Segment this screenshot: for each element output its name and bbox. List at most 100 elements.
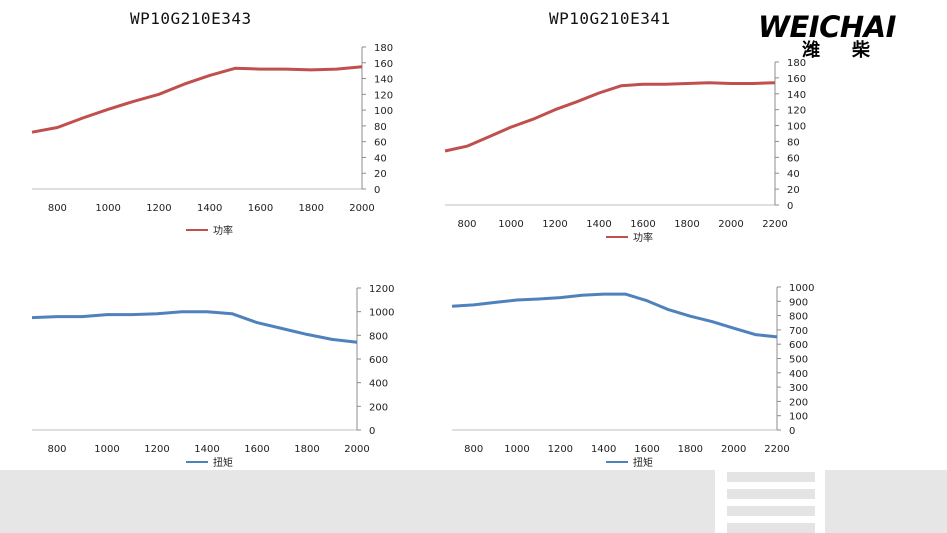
torque-left-y-tick-label: 400: [369, 379, 388, 390]
torque-right-data-point: [712, 321, 713, 322]
torque-right-x-tick-label: 800: [464, 444, 483, 455]
footer-stripe: [727, 472, 815, 482]
torque-left-data-point: [257, 322, 258, 323]
power-right-x-tick-label: 1600: [630, 219, 655, 230]
power-right-x-tick-label: 2200: [762, 219, 787, 230]
footer-stripe: [727, 489, 815, 499]
logo-brand-cn-1: 潍: [802, 40, 820, 61]
power-left-data-point: [158, 94, 159, 95]
power-left-x-tick-label: 1400: [197, 203, 222, 214]
logo-brand-text: WEICHAI: [758, 10, 896, 44]
power-left-data-point: [209, 75, 210, 76]
power-left-y-tick-label: 100: [374, 106, 393, 117]
torque-right-y-tick-label: 300: [789, 383, 808, 394]
power-right-y-tick-label: 0: [787, 201, 793, 212]
torque-left-data-point: [182, 311, 183, 312]
power-right-y-tick-label: 60: [787, 153, 800, 164]
torque-left-y-tick-label: 200: [369, 402, 388, 413]
torque-left-x-tick-label: 2000: [344, 444, 369, 455]
torque-right-y-tick-label: 200: [789, 397, 808, 408]
logo-brand-cn-2: 柴: [852, 40, 870, 61]
torque-right-x-tick-label: 2200: [764, 444, 789, 455]
weichai-logo: WEICHAI 潍 柴: [758, 10, 933, 61]
power-left-x-tick-label: 1200: [146, 203, 171, 214]
power-right-x-tick-label: 1800: [674, 219, 699, 230]
torque-right-data-point: [495, 302, 496, 303]
power-right-data-point: [599, 92, 600, 93]
chart-title-right: WP10G210E341: [549, 9, 671, 28]
torque-right-data-point: [452, 306, 453, 307]
power-right-y-tick-label: 180: [787, 58, 806, 69]
torque-left-legend-label: 扭矩: [213, 456, 233, 469]
torque-right-data-point: [755, 334, 756, 335]
torque-left-data-point: [57, 316, 58, 317]
torque-right-y-tick-label: 1000: [789, 283, 814, 294]
power-left-legend-label: 功率: [213, 224, 233, 237]
power-right-x-tick-label: 2000: [718, 219, 743, 230]
power-left-data-point: [311, 69, 312, 70]
torque-right-data-point: [625, 294, 626, 295]
power-left-y-tick-label: 180: [374, 43, 393, 54]
torque-left-data-point: [32, 317, 33, 318]
torque-right-data-point: [538, 299, 539, 300]
power-left-y-tick-label: 80: [374, 122, 387, 133]
torque-left-series-line: [31, 310, 358, 344]
torque-right-y-tick-label: 700: [789, 326, 808, 337]
torque-right-x-tick-label: 2000: [721, 444, 746, 455]
power-left-y-tick-label: 160: [374, 59, 393, 70]
power-right-y-tick-label: 40: [787, 169, 800, 180]
power-right-data-point: [489, 136, 490, 137]
power-left-data-point: [362, 66, 363, 67]
power-left-x-tick-label: 1600: [248, 203, 273, 214]
power-right-data-point: [621, 85, 622, 86]
power-left-data-point: [133, 101, 134, 102]
power-right-data-point: [533, 119, 534, 120]
power-right-y-tick-label: 20: [787, 185, 800, 196]
power-right-x-tick-label: 1200: [542, 219, 567, 230]
power-right-data-point: [511, 127, 512, 128]
torque-left-data-point: [207, 311, 208, 312]
power-right-data-point: [709, 82, 710, 83]
power-left-y-tick-label: 40: [374, 153, 387, 164]
torque-left-x-tick-label: 1600: [244, 444, 269, 455]
torque-left-y-tick-label: 800: [369, 331, 388, 342]
power-right-y-tick-label: 100: [787, 122, 806, 133]
chart-title-left: WP10G210E343: [130, 9, 252, 28]
power-right-data-point: [665, 84, 666, 85]
torque-left-data-point: [307, 334, 308, 335]
power-left-x-tick-label: 800: [48, 203, 67, 214]
torque-left-x-tick-label: 1400: [194, 444, 219, 455]
torque-left-x-tick-label: 800: [47, 444, 66, 455]
torque-left-data-point: [157, 313, 158, 314]
power-left-y-tick-label: 140: [374, 75, 393, 86]
torque-right-y-tick-label: 400: [789, 369, 808, 380]
power-right-x-tick-label: 800: [457, 219, 476, 230]
torque-right-x-tick-label: 1400: [591, 444, 616, 455]
torque-right-x-tick-label: 1800: [678, 444, 703, 455]
torque-left-data-point: [132, 314, 133, 315]
torque-left-y-tick-label: 1000: [369, 308, 394, 319]
torque-left-x-tick-label: 1200: [144, 444, 169, 455]
torque-right-x-tick-label: 1600: [634, 444, 659, 455]
torque-right-data-point: [733, 328, 734, 329]
power-right-data-point: [467, 146, 468, 147]
power-left-data-point: [32, 132, 33, 133]
power-right-y-tick-label: 80: [787, 137, 800, 148]
power-right-data-point: [775, 82, 776, 83]
torque-right-data-point: [647, 300, 648, 301]
torque-left-data-point: [82, 316, 83, 317]
torque-right-data-point: [582, 295, 583, 296]
torque-left-y-tick-label: 600: [369, 355, 388, 366]
power-left-x-tick-label: 2000: [349, 203, 374, 214]
torque-right-series-line: [451, 292, 778, 339]
torque-left-x-tick-label: 1800: [294, 444, 319, 455]
power-right-data-point: [555, 109, 556, 110]
torque-right-y-tick-label: 500: [789, 355, 808, 366]
power-left-y-tick-label: 60: [374, 138, 387, 149]
torque-right-y-tick-label: 600: [789, 340, 808, 351]
torque-left-data-point: [107, 314, 108, 315]
power-right-series-line: [444, 81, 776, 153]
torque-right-data-point: [668, 309, 669, 310]
torque-right-y-tick-label: 800: [789, 312, 808, 323]
torque-left-data-point: [357, 342, 358, 343]
